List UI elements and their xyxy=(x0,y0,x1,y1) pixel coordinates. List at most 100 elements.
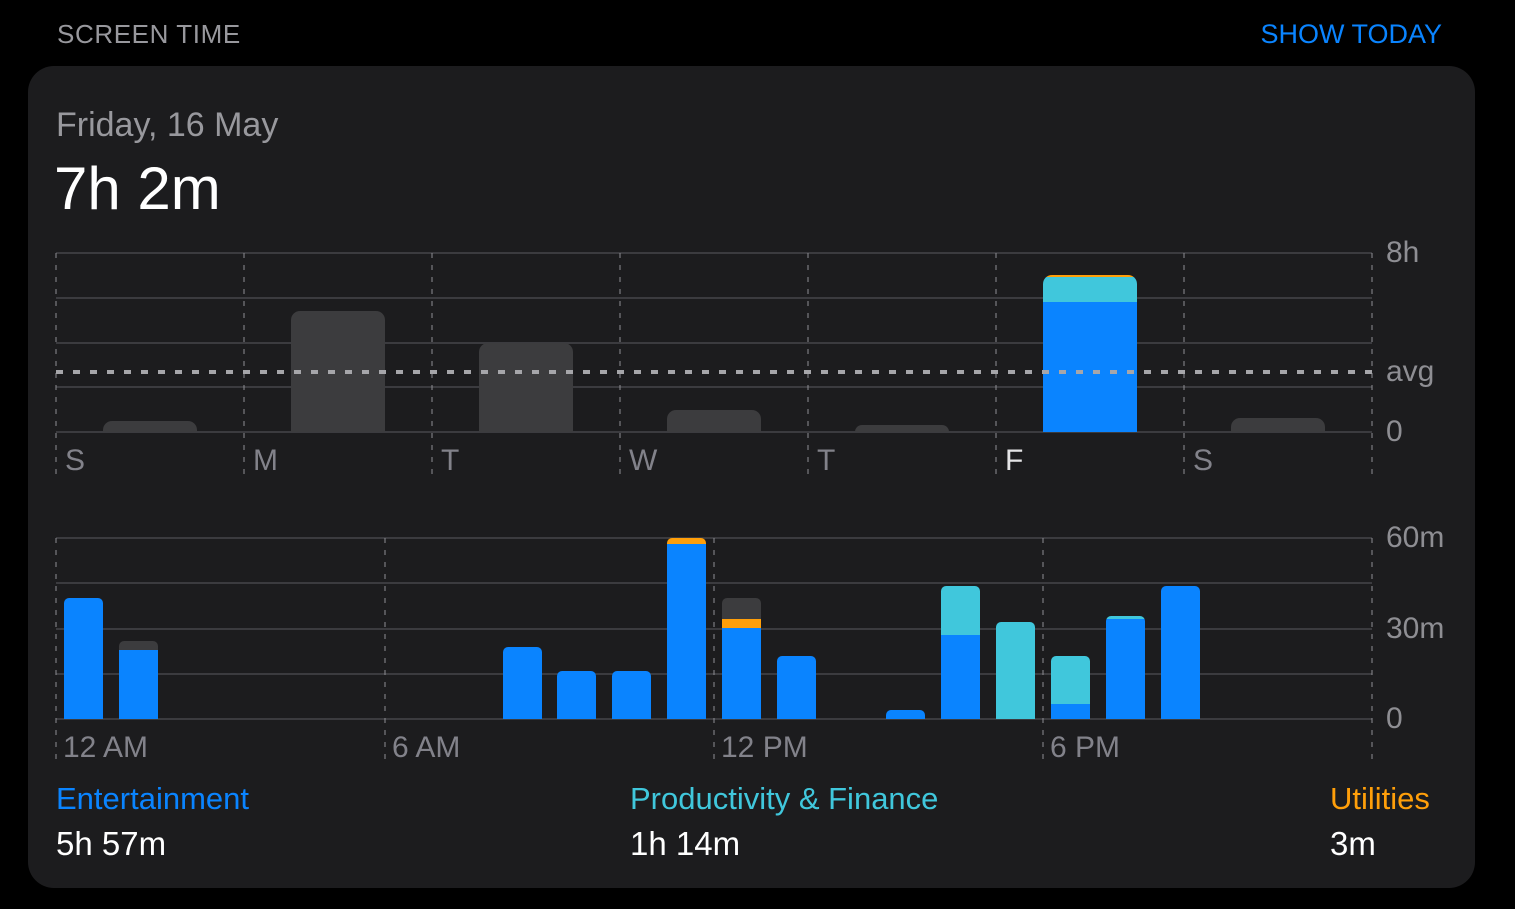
gridline-vertical xyxy=(619,253,621,478)
bar-segment-other xyxy=(1231,417,1325,432)
day-label-S: S xyxy=(65,444,86,477)
legend-label: Productivity & Finance xyxy=(630,781,939,816)
gridline-vertical xyxy=(431,253,433,478)
bar-segment-entertainment xyxy=(557,670,597,719)
bar-segment-other xyxy=(479,342,573,432)
bar-segment-productivity xyxy=(1105,616,1145,620)
weekly-bar-S[interactable] xyxy=(1231,417,1325,432)
bar-segment-utilities xyxy=(667,538,707,545)
bar-segment-productivity xyxy=(941,586,981,635)
legend-productivity[interactable]: Productivity & Finance 1h 14m xyxy=(630,780,938,864)
hourly-bar-h8[interactable] xyxy=(502,646,542,719)
gridline xyxy=(56,386,1372,389)
legend-utilities[interactable]: Utilities 3m xyxy=(1330,780,1430,864)
legend-entertainment[interactable]: Entertainment 5h 57m xyxy=(56,780,249,864)
bar-segment-other xyxy=(721,598,761,620)
gridline-vertical xyxy=(995,253,997,478)
average-label: avg xyxy=(1386,354,1435,388)
hourly-bar-h10[interactable] xyxy=(612,670,652,719)
weekly-bar-T[interactable] xyxy=(855,425,949,432)
bar-segment-entertainment xyxy=(63,598,103,719)
bar-segment-utilities xyxy=(721,619,761,629)
screen-time-card[interactable]: Friday, 16 May 7h 2m avg 8h 0 S M T W T F S 60m 30… xyxy=(28,66,1475,888)
weekly-bar-W[interactable] xyxy=(667,409,761,432)
hourly-bar-h18[interactable] xyxy=(1050,655,1090,719)
gridline-vertical xyxy=(384,538,386,765)
gridline-vertical xyxy=(1042,538,1044,765)
y-axis-tick: 0 xyxy=(1386,415,1403,448)
hourly-bar-h17[interactable] xyxy=(996,622,1036,719)
day-label-M: M xyxy=(253,444,278,477)
bar-segment-entertainment xyxy=(941,634,981,719)
hourly-bar-h1[interactable] xyxy=(118,640,158,719)
gridline-vertical xyxy=(713,538,715,765)
legend-label: Entertainment xyxy=(56,781,249,816)
gridline-vertical xyxy=(1371,538,1373,765)
day-label-W: W xyxy=(629,444,658,477)
gridline-vertical xyxy=(1371,253,1373,478)
time-label: 6 PM xyxy=(1050,731,1121,764)
gridline xyxy=(56,252,1372,254)
bar-segment-other xyxy=(667,409,761,432)
hourly-bar-h0[interactable] xyxy=(63,598,103,719)
legend-value: 1h 14m xyxy=(630,825,741,862)
weekly-usage-chart: avg 8h 0 S M T W T F S xyxy=(55,237,1434,478)
hourly-bar-h9[interactable] xyxy=(557,670,597,719)
gridline-vertical xyxy=(1183,253,1185,478)
gridline xyxy=(56,431,1372,433)
hourly-bar-h19[interactable] xyxy=(1105,616,1145,719)
gridline-vertical xyxy=(243,253,245,478)
bar-segment-entertainment xyxy=(1105,619,1145,719)
day-label-S: S xyxy=(1193,444,1214,477)
bar-segment-entertainment xyxy=(502,646,542,719)
legend-value: 3m xyxy=(1330,825,1376,862)
day-label-F-selected: F xyxy=(1005,444,1024,477)
bar-segment-entertainment xyxy=(612,670,652,719)
legend-label: Utilities xyxy=(1330,781,1430,816)
y-axis-tick: 60m xyxy=(1386,521,1445,554)
y-axis-tick: 8h xyxy=(1386,236,1420,269)
bar-segment-entertainment xyxy=(1043,301,1137,432)
weekly-bar-F[interactable] xyxy=(1043,274,1137,432)
bar-segment-other xyxy=(103,420,197,432)
hourly-bar-h11[interactable] xyxy=(667,538,707,719)
bar-segment-entertainment xyxy=(776,655,816,719)
bar-segment-productivity xyxy=(1050,655,1090,704)
hourly-bar-h13[interactable] xyxy=(776,655,816,719)
weekly-bar-T[interactable] xyxy=(479,342,573,432)
bar-segment-other xyxy=(118,640,158,650)
gridline-vertical xyxy=(807,253,809,478)
gridline-vertical xyxy=(55,253,57,478)
hourly-usage-chart: 60m 30m 0 12 AM 6 AM 12 PM 6 PM xyxy=(55,522,1444,765)
bar-segment-entertainment xyxy=(721,628,761,719)
top-bar: SCREEN TIME SHOW TODAY xyxy=(57,17,1442,51)
gridline xyxy=(56,341,1372,344)
weekly-bar-S[interactable] xyxy=(103,420,197,432)
average-line xyxy=(56,369,1372,374)
bar-segment-entertainment xyxy=(1050,703,1090,719)
y-axis-tick: 0 xyxy=(1386,702,1403,735)
bar-segment-utilities xyxy=(1043,274,1137,277)
hourly-bar-h16[interactable] xyxy=(941,586,981,719)
day-label-T: T xyxy=(817,444,836,477)
gridline xyxy=(56,296,1372,299)
time-label: 12 PM xyxy=(721,731,808,764)
y-axis-tick: 30m xyxy=(1386,611,1445,645)
time-label: 6 AM xyxy=(392,731,461,764)
bar-segment-entertainment xyxy=(118,649,158,719)
time-label: 12 AM xyxy=(63,731,149,764)
bar-segment-entertainment xyxy=(1160,586,1200,719)
show-today-button[interactable]: SHOW TODAY xyxy=(1260,18,1442,49)
bar-segment-other xyxy=(855,425,949,432)
hourly-bar-h12[interactable] xyxy=(721,598,761,719)
section-title: SCREEN TIME xyxy=(57,18,241,49)
date-label: Friday, 16 May xyxy=(56,106,279,144)
bar-segment-entertainment xyxy=(667,544,707,719)
hourly-bar-h15[interactable] xyxy=(886,709,926,719)
bar-segment-productivity xyxy=(1043,276,1137,302)
gridline-vertical xyxy=(55,538,57,765)
bar-segment-entertainment xyxy=(886,709,926,719)
hourly-bar-h20[interactable] xyxy=(1160,586,1200,719)
total-screen-time: 7h 2m xyxy=(54,155,221,222)
